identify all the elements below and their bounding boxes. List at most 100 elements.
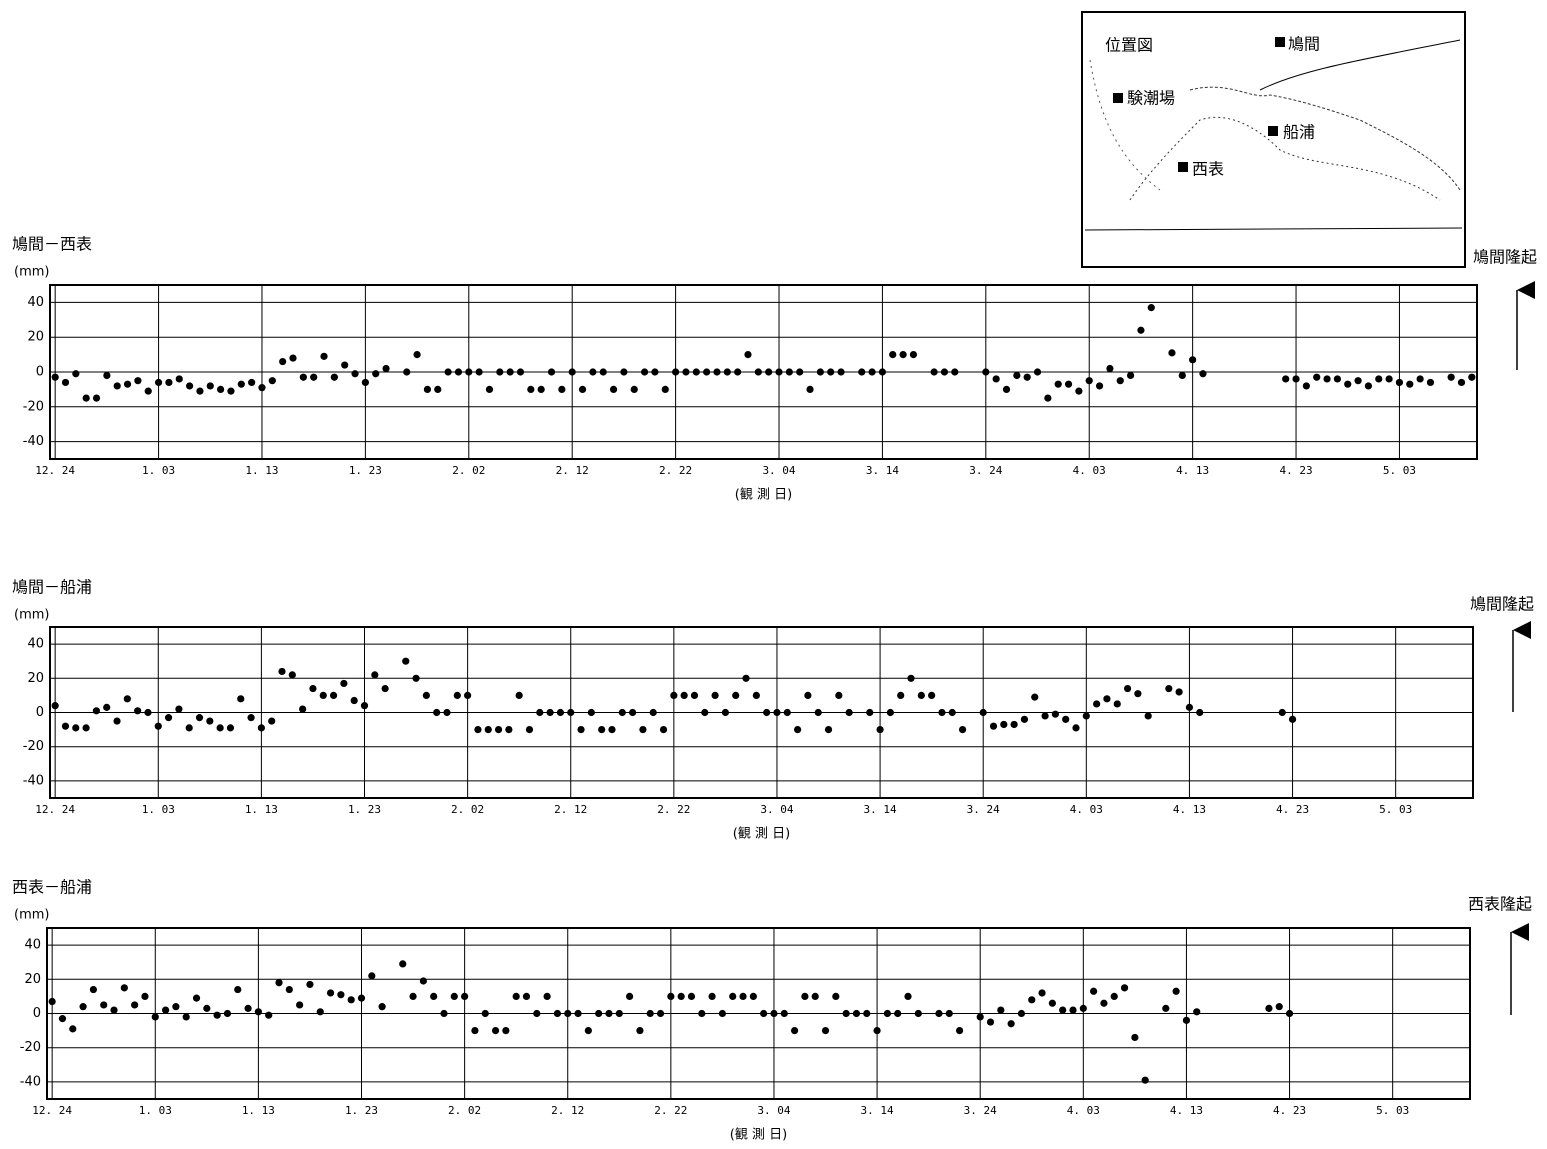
- point: [629, 708, 637, 717]
- point: [1172, 987, 1180, 995]
- point: [279, 357, 287, 366]
- point: [234, 985, 242, 994]
- point: [982, 368, 990, 376]
- x-tick-label: 4. 23: [1273, 1104, 1306, 1117]
- point: [216, 724, 224, 732]
- point: [976, 1013, 984, 1021]
- point: [203, 1004, 211, 1012]
- point: [450, 992, 458, 1001]
- point: [858, 368, 866, 376]
- point: [144, 708, 152, 717]
- point: [723, 368, 731, 376]
- point: [816, 368, 824, 376]
- point: [1123, 684, 1132, 693]
- point: [296, 1001, 304, 1009]
- y-tick-label: -40: [20, 1074, 41, 1089]
- x-tick-label: 4. 13: [1170, 1104, 1203, 1117]
- point: [868, 368, 876, 376]
- point: [806, 385, 814, 393]
- point: [754, 368, 762, 376]
- point: [1075, 387, 1083, 395]
- y-tick-label: 40: [24, 938, 41, 953]
- point: [1395, 378, 1404, 387]
- point: [110, 1006, 118, 1014]
- point: [494, 726, 503, 734]
- x-axis-label: (観 測 日): [733, 827, 790, 842]
- point: [310, 373, 318, 381]
- point: [553, 1009, 562, 1018]
- point: [195, 714, 204, 722]
- point: [1199, 370, 1207, 378]
- point: [1364, 382, 1373, 390]
- point: [444, 368, 452, 376]
- point: [711, 691, 719, 700]
- point: [1048, 999, 1056, 1007]
- point: [299, 373, 307, 381]
- point: [783, 708, 791, 717]
- point: [465, 368, 473, 376]
- point: [79, 1003, 87, 1011]
- point: [577, 726, 585, 734]
- point: [935, 1009, 943, 1018]
- point: [765, 368, 773, 376]
- point: [646, 1009, 654, 1018]
- point: [599, 368, 607, 376]
- point: [309, 684, 317, 693]
- point: [832, 992, 840, 1001]
- point: [1116, 377, 1124, 385]
- point: [306, 980, 314, 989]
- point: [958, 726, 967, 734]
- point: [82, 724, 90, 732]
- map-label: 験潮場: [1127, 89, 1175, 108]
- point: [1044, 394, 1052, 402]
- point: [268, 717, 276, 725]
- point: [578, 385, 587, 393]
- point: [1278, 708, 1286, 717]
- x-tick-label: 3. 14: [866, 464, 899, 477]
- panel: 西表－船浦 (mm) 西表隆起 (観 測 日) -40 -20 0 20 40 12. 24 1. …: [12, 878, 1532, 1143]
- point: [863, 1009, 871, 1018]
- point: [1265, 1004, 1273, 1012]
- point: [907, 674, 915, 682]
- x-tick-label: 2. 02: [448, 1104, 481, 1117]
- point: [337, 991, 345, 999]
- point: [82, 394, 90, 402]
- y-tick-label: 40: [27, 295, 44, 310]
- point: [1082, 712, 1090, 720]
- marker: [1275, 37, 1285, 47]
- point: [1103, 695, 1111, 703]
- point: [134, 377, 142, 385]
- point: [687, 992, 696, 1001]
- point: [103, 371, 111, 380]
- point: [1137, 326, 1145, 334]
- point: [154, 722, 162, 730]
- point: [1185, 703, 1194, 711]
- x-tick-label: 2. 22: [657, 803, 690, 816]
- point: [1285, 1009, 1294, 1018]
- point: [433, 708, 441, 717]
- y-tick-label: 20: [24, 972, 41, 987]
- x-tick-label: 1. 13: [242, 1104, 275, 1117]
- x-axis-label: (観 測 日): [735, 488, 792, 503]
- point: [852, 1009, 861, 1018]
- y-tick-label: 0: [33, 1006, 41, 1021]
- point: [258, 384, 266, 392]
- point: [914, 1009, 922, 1018]
- point: [113, 717, 121, 725]
- point: [827, 368, 835, 376]
- x-axis-label: (観 測 日): [730, 1128, 787, 1143]
- point: [567, 708, 575, 717]
- x-tick-label: 3. 14: [864, 803, 897, 816]
- point: [368, 972, 376, 980]
- point: [780, 1009, 788, 1018]
- point: [278, 667, 286, 676]
- y-tick-label: -20: [23, 739, 44, 754]
- point: [227, 387, 235, 395]
- x-tick-label: 1. 23: [348, 803, 381, 816]
- point: [609, 385, 618, 393]
- point: [1134, 690, 1142, 698]
- point: [894, 1009, 902, 1018]
- point: [265, 1011, 273, 1019]
- point: [134, 707, 142, 715]
- point: [656, 1009, 665, 1018]
